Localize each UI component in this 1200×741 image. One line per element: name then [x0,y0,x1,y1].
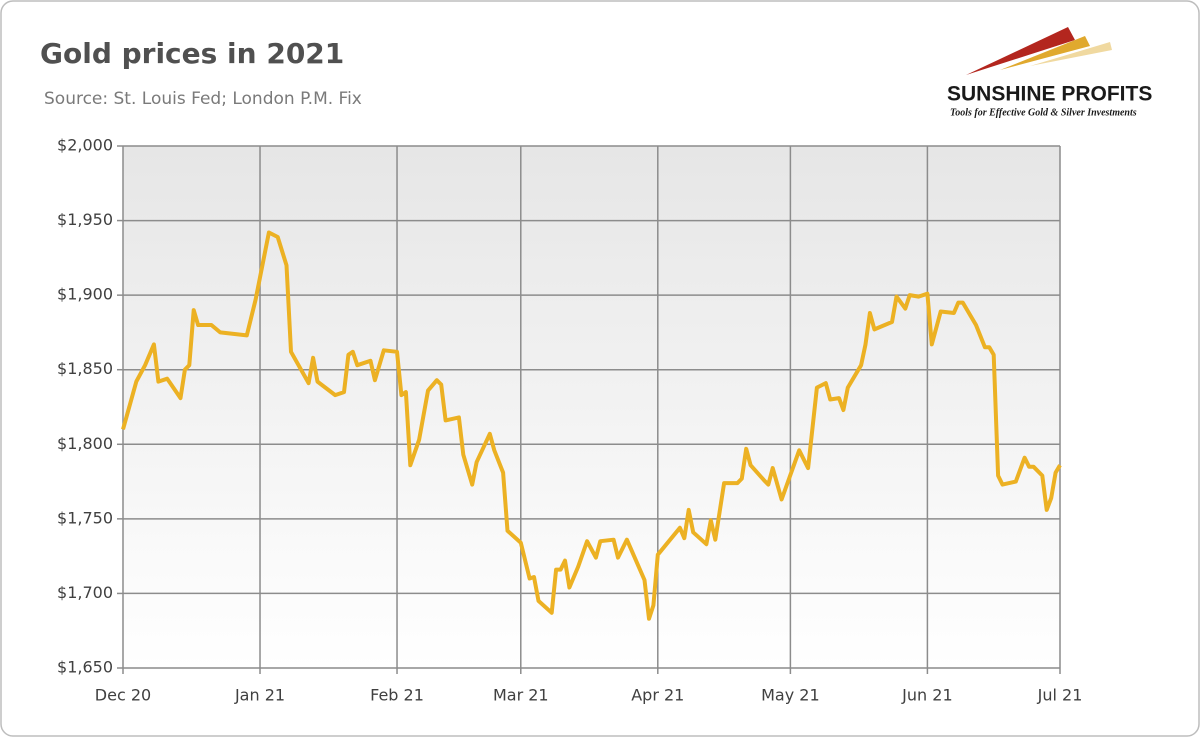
plot-area [123,146,1060,668]
x-tick-label: Jun 21 [901,686,952,705]
y-tick-label: $2,000 [57,136,113,155]
x-tick-label: Mar 21 [493,686,549,705]
x-tick-label: May 21 [761,686,820,705]
logo-swoosh [1030,42,1112,66]
y-tick-label: $1,900 [57,285,113,304]
y-tick-label: $1,750 [57,508,113,527]
x-tick-label: Feb 21 [370,686,424,705]
y-tick-label: $1,950 [57,210,113,229]
y-tick-label: $1,800 [57,434,113,453]
logo-tagline: Tools for Effective Gold & Silver Invest… [950,107,1137,118]
y-tick-label: $1,850 [57,359,113,378]
chart-title: Gold prices in 2021 [40,37,344,70]
logo-name: SUNSHINE PROFITS [947,83,1152,106]
logo-swoosh [966,27,1075,75]
price-line [121,230,1062,621]
x-tick-label: Apr 21 [631,686,684,705]
y-tick-label: $1,700 [57,583,113,602]
x-tick-label: Jan 21 [234,686,285,705]
chart-subtitle: Source: St. Louis Fed; London P.M. Fix [44,89,362,109]
x-tick-label: Dec 20 [95,686,151,705]
x-tick-label: Jul 21 [1037,686,1083,705]
y-tick-label: $1,650 [57,658,113,677]
logo: SUNSHINE PROFITS Tools for Effective Gol… [947,27,1152,118]
logo-swoosh [1000,36,1090,70]
